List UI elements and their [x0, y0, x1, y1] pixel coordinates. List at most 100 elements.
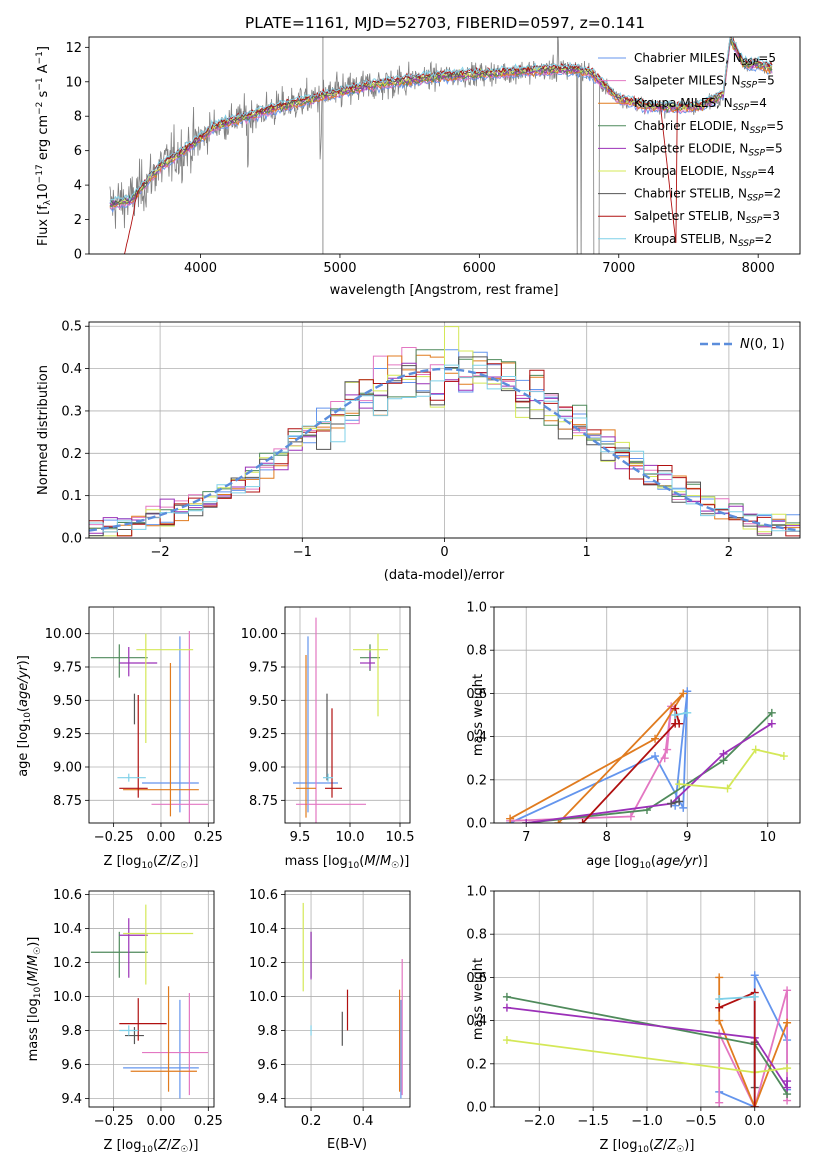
mass-weight-marker — [626, 812, 635, 821]
residuals-xtick-label: −2 — [151, 545, 170, 560]
mass-weight-marker — [750, 1103, 759, 1107]
age_vs_Z-xtick-label: 0.00 — [146, 830, 175, 845]
residuals-xtick-label: 1 — [583, 545, 591, 560]
age_vs_Z-ytick-label: 9.25 — [53, 727, 82, 742]
legend-label-part: =3 — [762, 209, 780, 223]
mass_vs_Z-plot-area — [90, 904, 209, 1099]
legend-label-part: SSP — [738, 239, 755, 249]
mass-weight-marker — [715, 973, 724, 982]
weight_vs_Z-xtick-label: −2.0 — [523, 1114, 555, 1129]
legend-label-part: =5 — [765, 141, 783, 155]
age_vs_Z-ytick-label: 8.75 — [53, 794, 82, 809]
figure-title: PLATE=1161, MJD=52703, FIBERID=0597, z=0… — [245, 14, 645, 32]
age_vs_Z-frame — [88, 606, 215, 824]
mass_vs_EBV-ytick-label: 9.6 — [257, 1058, 278, 1073]
errorbar-point — [90, 931, 148, 978]
weight_vs_age-ytick-label: 0.2 — [466, 773, 487, 788]
residuals-ytick-label: 0.0 — [61, 532, 82, 547]
mass-weight-marker — [715, 1098, 724, 1107]
legend-label: Salpeter STELIB, NSSP=3 — [634, 209, 780, 226]
spectrum-ylabel-part: −1 — [35, 77, 45, 90]
weight_vs_age-xtick-label: 10 — [760, 830, 777, 845]
weight_vs_age-xtick-label: 8 — [603, 830, 611, 845]
errorbar-point — [353, 633, 388, 717]
errorbar-point — [123, 904, 194, 985]
weight-vs-Z-xlabel-part: Z — [666, 1138, 677, 1153]
legend-label: Chabrier MILES, NSSP=5 — [634, 51, 776, 68]
legend-label-part: Salpeter ELODIE, N — [634, 141, 748, 155]
gaussian-reference-curve — [89, 367, 800, 532]
mass_vs_EBV-frame — [284, 890, 411, 1108]
mass-vs-Z-xlabel-part: Z — [170, 1138, 181, 1153]
histogram-step-line — [89, 363, 800, 537]
mass-weight-marker — [683, 708, 692, 717]
age_vs_Z-xtick-label: 0.25 — [194, 830, 223, 845]
legend-label-part: Kroupa ELODIE, N — [634, 164, 741, 178]
mass-weight-marker — [750, 971, 759, 980]
weight_vs_Z-ytick-label: 1.0 — [466, 885, 487, 900]
age-vs-mass-xlabel-part: ☉ — [391, 861, 399, 871]
weight-vs-Z-xlabel: Z [log10(Z/Z☉)] — [600, 1138, 695, 1155]
errorbar-point — [323, 773, 333, 782]
legend-label-part: Kroupa MILES, N — [634, 96, 733, 110]
mass_vs_EBV-xtick-label: 0.4 — [353, 1114, 374, 1129]
mass-weight-marker — [667, 799, 676, 808]
spectrum-ylabel-part: Flux [f — [36, 205, 51, 246]
mass-weight-marker — [767, 708, 776, 717]
mass-vs-Z-ylabel-part: ☉ — [33, 947, 43, 955]
errorbar-point — [296, 655, 316, 818]
legend-label-part: Chabrier ELODIE, N — [634, 119, 750, 133]
weight-vs-age-xlabel-part: age [log — [586, 854, 639, 869]
mass-vs-Z-xlabel-part: ( — [153, 1138, 158, 1153]
errorbar-point — [123, 999, 199, 1099]
age-vs-mass-xlabel-part: 10 — [348, 861, 360, 871]
mass_vs_Z-panel: −0.25 0.00 0.25 9.4 9.6 9.8 10.0 10.2 10.4 10.6 Z … — [26, 888, 223, 1155]
legend-label-part: SSP — [750, 126, 767, 136]
residuals-xtick-label: −1 — [293, 545, 312, 560]
mass-weight-marker — [675, 797, 684, 806]
age_vs_Z-xtick-label: −0.25 — [94, 830, 134, 845]
model-spectrum-line — [109, 37, 773, 204]
age_vs_mass-xtick-label: 10.0 — [336, 830, 365, 845]
mass-weight-marker — [502, 1003, 511, 1012]
age-vs-mass-xlabel-part: M — [380, 854, 391, 869]
errorbar-point — [325, 708, 342, 798]
mass-weight-marker — [783, 1018, 792, 1027]
weight_vs_age-ytick-label: 1.0 — [466, 601, 487, 616]
residuals-ylabel: Normed distribution — [36, 365, 51, 495]
legend-label: Kroupa MILES, NSSP=4 — [634, 96, 767, 113]
age_vs_mass-ytick-label: 8.75 — [249, 794, 278, 809]
mass-weight-marker — [719, 749, 728, 758]
errorbar-point — [124, 1027, 144, 1045]
mass-vs-Z-ylabel-part: M — [26, 970, 41, 981]
mass-vs-Z-xlabel-part: Z [log — [104, 1138, 142, 1153]
age-vs-Z-ylabel-part: )] — [16, 655, 31, 665]
spectrum-plot-area — [109, 37, 773, 254]
legend-label-part: SSP — [747, 194, 764, 204]
residuals-xtick-label: 2 — [725, 545, 733, 560]
errorbar-point — [123, 663, 199, 817]
age_vs_mass-plot-area — [293, 617, 388, 823]
weight_vs_age-ytick-label: 0.0 — [466, 817, 487, 832]
legend-label-part: Salpeter STELIB, N — [634, 209, 746, 223]
legend-label-part: Kroupa STELIB, N — [634, 232, 738, 246]
weight_vs_Z-ytick-label: 0.4 — [466, 1014, 487, 1029]
mass_vs_EBV-plot-area — [302, 902, 403, 1099]
weight-vs-Z-xlabel-part: / — [663, 1138, 668, 1153]
mass-weight-marker — [651, 752, 660, 761]
spectrum-xtick-label: 8000 — [742, 261, 775, 276]
legend-label: Salpeter MILES, NSSP=5 — [634, 74, 775, 91]
age-vs-mass-xlabel-part: mass [log — [285, 854, 348, 869]
histogram-step-line — [89, 364, 800, 533]
mass_vs_EBV-ytick-label: 10.6 — [249, 888, 278, 903]
legend-label-part: =4 — [757, 164, 775, 178]
mass-vs-Z-xlabel-part: 10 — [141, 1145, 153, 1155]
spectrum-ylabel-part: A — [36, 64, 51, 77]
weight_vs_Z-ytick-label: 0.0 — [466, 1101, 487, 1116]
age-vs-mass-xlabel-part: )] — [399, 854, 409, 869]
mass-vs-Z-ylabel-part: mass [log — [26, 998, 41, 1061]
mass_vs_Z-ytick-label: 9.4 — [61, 1092, 82, 1107]
weight_vs_Z-xtick-label: −1.0 — [631, 1114, 663, 1129]
age-vs-Z-xlabel-part: ☉ — [180, 861, 188, 871]
model-spectrum-line — [109, 39, 773, 210]
